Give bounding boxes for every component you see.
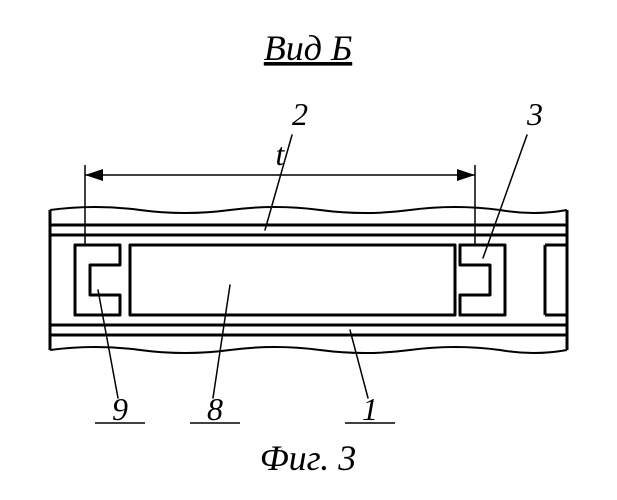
view-title: Вид Б: [264, 28, 352, 68]
callout-label-9: 9: [112, 391, 128, 427]
callout-2: 2: [265, 96, 308, 230]
callout-label-1: 1: [362, 391, 378, 427]
callout-8: 8: [190, 285, 240, 427]
diagram-canvas: Вид Б t2 3 9 8 1Фиг. 3: [0, 0, 617, 500]
callout-label-2: 2: [292, 96, 308, 132]
callout-label-3: 3: [526, 96, 543, 132]
figure-caption: Фиг. 3: [260, 438, 357, 478]
callout-1: 1: [345, 330, 395, 427]
callout-label-8: 8: [207, 391, 223, 427]
dimension-label-t: t: [276, 136, 286, 172]
